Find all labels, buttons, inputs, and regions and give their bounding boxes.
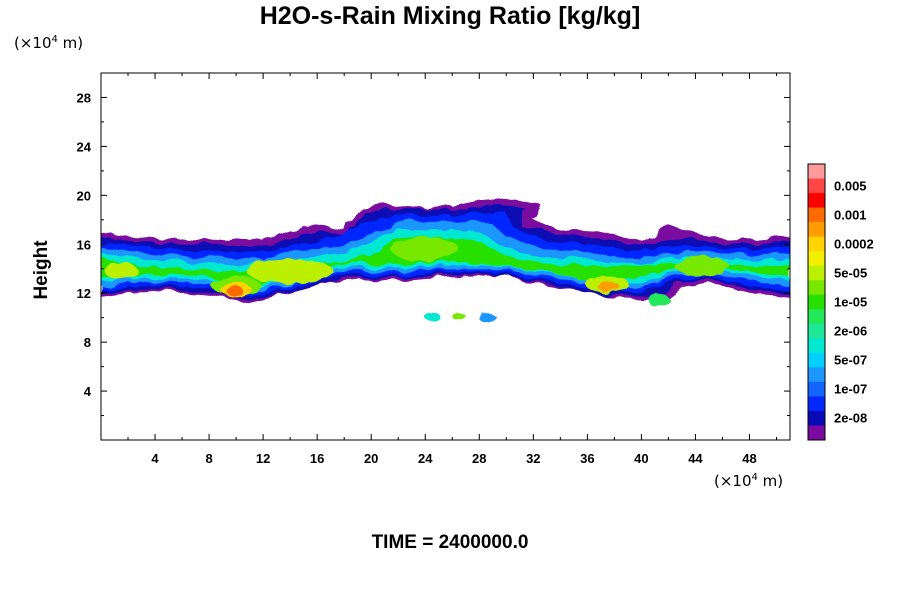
colorbar-swatch xyxy=(808,323,825,339)
x-tick-label: 40 xyxy=(634,451,648,466)
x-tick-label: 32 xyxy=(526,451,540,466)
colorbar-swatch xyxy=(808,294,825,310)
contour-core xyxy=(246,258,334,284)
x-tick-label: 4 xyxy=(151,451,159,466)
small-cell xyxy=(648,294,670,307)
colorbar-label: 1e-07 xyxy=(834,382,867,397)
colorbar-swatch xyxy=(808,309,825,325)
colorbar-swatch xyxy=(808,280,825,296)
x-tick-label: 36 xyxy=(580,451,594,466)
colorbar-swatch xyxy=(808,338,825,354)
colorbar-swatch xyxy=(808,207,825,223)
contour-core xyxy=(598,282,620,292)
colorbar-label: 2e-08 xyxy=(834,411,867,426)
colorbar-swatch xyxy=(808,425,825,441)
colorbar-frame xyxy=(807,163,826,441)
colorbar-swatch xyxy=(808,396,825,412)
colorbar-swatch xyxy=(808,381,825,397)
y-tick-label: 28 xyxy=(77,90,91,105)
small-cell xyxy=(423,312,441,321)
contour-core xyxy=(391,236,460,262)
colorbar-swatch xyxy=(808,265,825,281)
x-tick-label: 48 xyxy=(742,451,756,466)
y-tick-label: 20 xyxy=(77,188,91,203)
contour-core xyxy=(105,262,138,280)
x-tick-label: 24 xyxy=(418,451,433,466)
colorbar-swatch xyxy=(808,164,825,179)
x-tick-label: 8 xyxy=(205,451,212,466)
x-tick-label: 16 xyxy=(310,451,324,466)
y-tick-label: 8 xyxy=(84,335,91,350)
plot-frame xyxy=(100,72,791,441)
x-tick-label: 20 xyxy=(364,451,378,466)
x-axis-unit: (×104 m) xyxy=(714,472,784,490)
small-cell xyxy=(452,312,466,321)
y-tick-label: 12 xyxy=(77,286,91,301)
chart-title: H2O-s-Rain Mixing Ratio [kg/kg] xyxy=(259,2,641,30)
y-axis-unit: (×104 m) xyxy=(14,34,84,52)
colorbar-swatch xyxy=(808,178,825,194)
colorbar-label: 5e-05 xyxy=(834,265,867,280)
colorbar-swatch xyxy=(808,236,825,252)
y-tick-label: 24 xyxy=(77,139,92,154)
time-label: TIME = 2400000.0 xyxy=(371,532,529,553)
colorbar-label: 0.001 xyxy=(834,207,867,222)
y-tick-label: 4 xyxy=(84,384,92,399)
colorbar-swatch xyxy=(808,352,825,368)
colorbar-label: 1e-05 xyxy=(834,295,867,310)
colorbar-label: 0.005 xyxy=(834,178,867,193)
x-tick-label: 28 xyxy=(472,451,486,466)
colorbar-swatch xyxy=(808,251,825,266)
colorbar-swatch xyxy=(808,410,825,426)
x-tick-label: 44 xyxy=(688,451,703,466)
colorbar-swatch xyxy=(808,367,825,383)
y-tick-label: 16 xyxy=(77,237,91,252)
colorbar-swatch xyxy=(808,222,825,237)
small-cell xyxy=(477,314,497,321)
colorbar-label: 2e-06 xyxy=(834,324,867,339)
colorbar-swatch xyxy=(808,193,825,208)
contour-field xyxy=(101,197,790,321)
colorbar-label: 0.0002 xyxy=(834,236,874,251)
colorbar-label: 5e-07 xyxy=(834,353,867,368)
contour-core xyxy=(675,256,730,277)
colorbar: 0.005 0.001 0.0002 5e-05 1e-05 2e-06 5e-07 1e-0… xyxy=(807,163,874,441)
x-tick-label: 12 xyxy=(256,451,270,466)
contour-core xyxy=(226,285,243,296)
